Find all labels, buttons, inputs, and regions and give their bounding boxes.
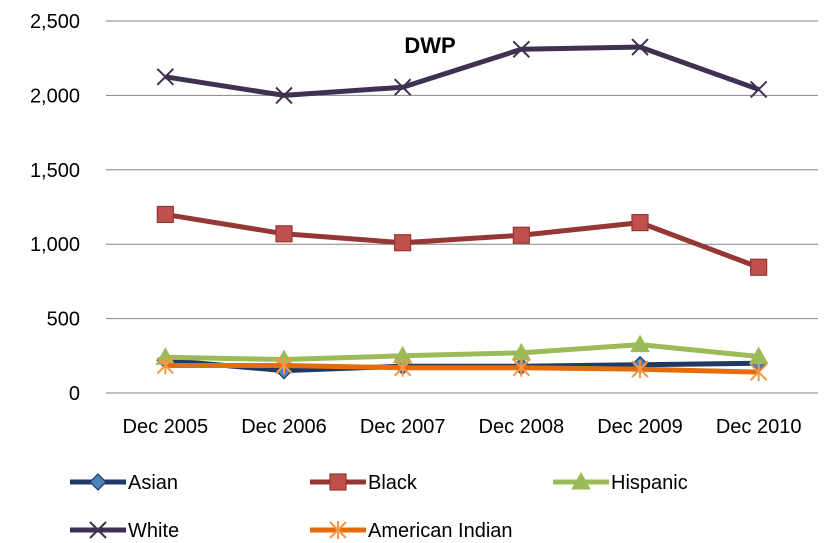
data-point — [632, 215, 648, 231]
x-tick-label: Dec 2009 — [597, 416, 683, 438]
y-tick-label: 0 — [69, 383, 80, 405]
y-axis-ticks: 0 500 1,000 1,500 2,000 2,500 — [30, 11, 80, 405]
series-black — [157, 206, 766, 275]
data-point — [751, 259, 767, 275]
gridlines — [106, 21, 818, 393]
legend: Asian Black Hispanic White American Indian — [70, 472, 688, 542]
x-axis-ticks: Dec 2005 Dec 2006 Dec 2007 Dec 2008 Dec 2009… — [123, 416, 802, 438]
legend-label: White — [128, 520, 179, 542]
x-tick-label: Dec 2008 — [479, 416, 565, 438]
legend-label: Asian — [128, 472, 178, 494]
y-tick-label: 1,000 — [30, 234, 80, 256]
data-point — [90, 474, 106, 490]
chart-title: DWP — [404, 33, 455, 58]
legend-entry: American Indian — [310, 520, 513, 542]
data-point — [276, 226, 292, 242]
x-tick-label: Dec 2005 — [123, 416, 209, 438]
y-tick-label: 2,500 — [30, 11, 80, 33]
x-tick-label: Dec 2007 — [360, 416, 446, 438]
x-tick-label: Dec 2006 — [241, 416, 327, 438]
series-line — [165, 345, 758, 360]
series-group — [156, 39, 767, 381]
data-point — [157, 206, 173, 222]
data-point — [513, 227, 529, 243]
legend-label: Black — [368, 472, 418, 494]
x-tick-label: Dec 2010 — [716, 416, 802, 438]
legend-label: American Indian — [368, 520, 513, 542]
legend-entry: Hispanic — [553, 472, 688, 494]
y-tick-label: 2,000 — [30, 85, 80, 107]
legend-entry: White — [70, 520, 179, 542]
series-line — [165, 47, 758, 95]
data-point — [395, 235, 411, 251]
legend-entry: Asian — [70, 472, 178, 494]
series-white — [157, 39, 766, 103]
y-tick-label: 1,500 — [30, 160, 80, 182]
series-line — [165, 214, 758, 267]
legend-label: Hispanic — [611, 472, 688, 494]
y-tick-label: 500 — [47, 309, 80, 331]
data-point — [330, 474, 346, 490]
legend-entry: Black — [310, 472, 418, 494]
